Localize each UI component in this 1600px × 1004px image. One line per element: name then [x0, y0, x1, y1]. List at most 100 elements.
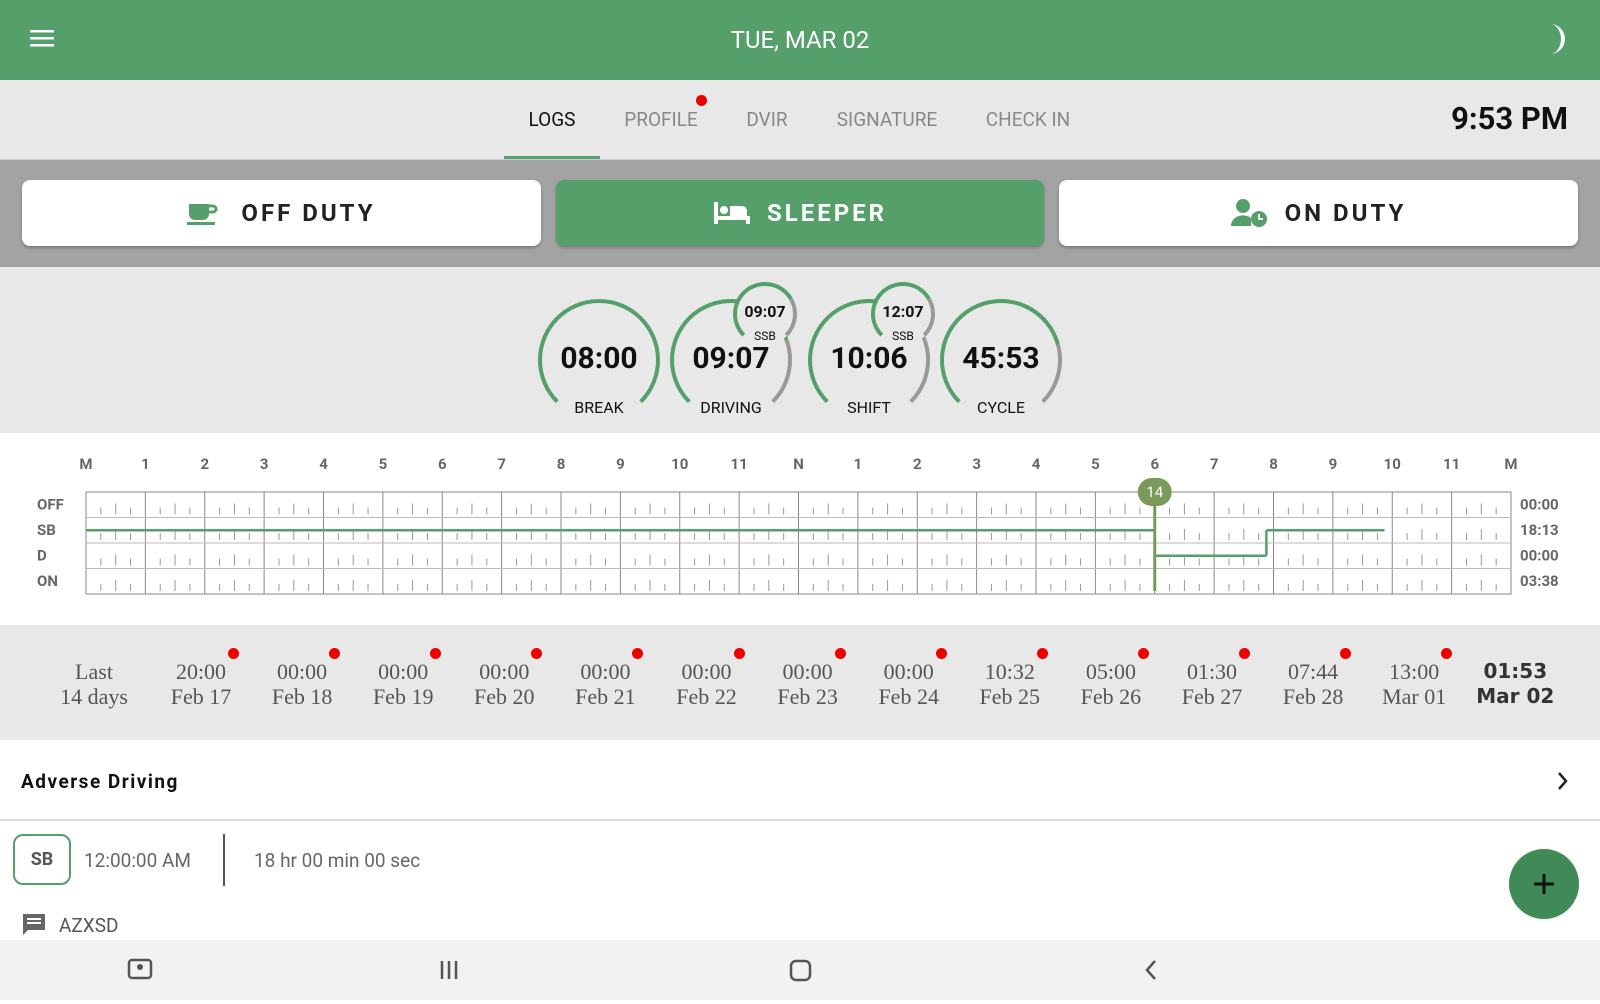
day-date: Feb 28 [1282, 684, 1344, 709]
gauge-value: 45:53 [962, 341, 1039, 376]
alert-dot [632, 648, 644, 659]
day[interactable]: 00:00 Feb 21 [575, 659, 636, 709]
day-time: 13:00 [1389, 659, 1440, 684]
day[interactable]: 20:00 Feb 17 [171, 659, 232, 709]
hour-label: 10 [1384, 455, 1401, 473]
alert-dot [1137, 648, 1149, 659]
day-time: 00:00 [277, 659, 328, 684]
row-total: 00:00 [1520, 547, 1559, 565]
hour-label: 9 [1329, 455, 1338, 473]
alert-dot [228, 648, 239, 659]
hour-label: 8 [557, 455, 566, 473]
alert-dot [834, 648, 846, 659]
day[interactable]: 05:00 Feb 26 [1081, 659, 1142, 709]
tab[interactable]: CHECK IN [985, 108, 1071, 131]
hour-label: 5 [1091, 455, 1100, 473]
day-date: Mar 01 [1382, 684, 1447, 709]
menu-icon[interactable] [30, 28, 56, 50]
row-label: OFF [37, 496, 64, 514]
day-time: 01:30 [1186, 659, 1238, 684]
note-icon [23, 914, 45, 935]
status-label: SLEEPER [766, 199, 888, 227]
day-time: 07:44 [1288, 659, 1339, 684]
hour-label: 8 [1269, 455, 1278, 473]
row-total: 00:00 [1520, 496, 1559, 514]
gauge-value: 09:07 [692, 341, 769, 376]
status-button[interactable]: ON DUTY [1059, 180, 1578, 246]
day-time: 00:00 [378, 659, 429, 684]
current-badge [1137, 478, 1172, 506]
day-date: Feb 22 [676, 684, 737, 709]
day-date: Feb 23 [777, 684, 838, 709]
day[interactable]: 01:30 Feb 27 [1182, 659, 1243, 709]
day[interactable]: 00:00 Feb 23 [777, 659, 838, 709]
hour-label: 2 [200, 455, 209, 473]
day[interactable]: 13:00 Mar 01 [1382, 659, 1446, 709]
hour-label: 6 [1150, 455, 1159, 473]
hour-label: 1 [141, 455, 150, 473]
gauge-arc [771, 339, 792, 404]
day-time: 01:53 [1483, 659, 1548, 683]
sub-gauge-value: 09:07 [744, 302, 785, 321]
status-label: ON DUTY [1284, 199, 1407, 227]
alert-dot [1340, 648, 1352, 659]
hour-label: 6 [438, 455, 447, 473]
days-label[interactable]: Last 14 days [60, 659, 128, 709]
hour-label: 11 [731, 455, 748, 473]
alert-dot [696, 95, 707, 106]
adverse-driving-row[interactable]: Adverse Driving [0, 740, 1600, 821]
status-icon [1230, 199, 1267, 227]
row-label: SB [37, 521, 56, 539]
adverse-title: Adverse Driving [21, 770, 179, 793]
hour-label: M [1504, 455, 1517, 473]
hour-label: 3 [972, 455, 981, 473]
status-button[interactable]: OFF DUTY [22, 180, 541, 246]
day-time: 10:32 [984, 659, 1035, 684]
day[interactable]: 00:00 Feb 20 [474, 659, 535, 709]
night-mode-icon[interactable] [1540, 22, 1570, 56]
day-date: Feb 27 [1181, 684, 1243, 709]
chevron [1558, 772, 1568, 790]
day[interactable]: 01:53 Mar 02 [1476, 659, 1554, 709]
day-date: Feb 26 [1080, 684, 1142, 709]
tab[interactable]: DVIR [746, 108, 788, 131]
gauges: 08:00BREAK09:07DRIVING09:07SSB10:06SHIFT… [538, 282, 1062, 417]
hour-label: 9 [616, 455, 625, 473]
gauge-value: 10:06 [830, 341, 907, 376]
day-date: Feb 18 [271, 684, 333, 709]
hour-label: 1 [854, 455, 863, 473]
day[interactable]: 00:00 Feb 18 [272, 659, 333, 709]
hour-label: 10 [671, 455, 688, 473]
divider [223, 834, 225, 886]
status-icon [187, 204, 218, 225]
add-button[interactable] [1508, 848, 1584, 924]
day-date: Feb 25 [979, 684, 1041, 709]
day-date: Feb 24 [878, 684, 939, 709]
day[interactable]: 00:00 Feb 24 [878, 659, 939, 709]
gauge-arc [940, 299, 1060, 404]
status-button[interactable]: SLEEPER [556, 180, 1044, 246]
tab[interactable]: LOGS [528, 108, 576, 131]
hour-label: 5 [379, 455, 388, 473]
hour-label: 11 [1443, 455, 1460, 473]
gauge-label: DRIVING [700, 398, 762, 417]
tab[interactable]: SIGNATURE [836, 108, 938, 131]
day[interactable]: 07:44 Feb 28 [1283, 659, 1344, 709]
day-date: Feb 19 [372, 684, 434, 709]
day-time: 00:00 [479, 659, 530, 684]
hour-label: 7 [1210, 455, 1219, 473]
gauge-arc [871, 282, 931, 337]
tab[interactable]: PROFILE [624, 108, 698, 131]
day[interactable]: 00:00 Feb 22 [676, 659, 737, 709]
gauge-label: SHIFT [847, 398, 891, 417]
status-buttons: OFF DUTY SLEEPER ON DUTY [0, 160, 1600, 267]
hour-label: N [793, 455, 804, 473]
gauge-label: BREAK [574, 398, 624, 417]
day[interactable]: 00:00 Feb 19 [373, 659, 434, 709]
current-label: 14 [1146, 483, 1163, 501]
gauge-arc [922, 298, 935, 337]
entry-time: 12:00:00 AM [84, 849, 191, 872]
day[interactable]: 10:32 Feb 25 [980, 659, 1041, 709]
hour-label: 2 [913, 455, 922, 473]
